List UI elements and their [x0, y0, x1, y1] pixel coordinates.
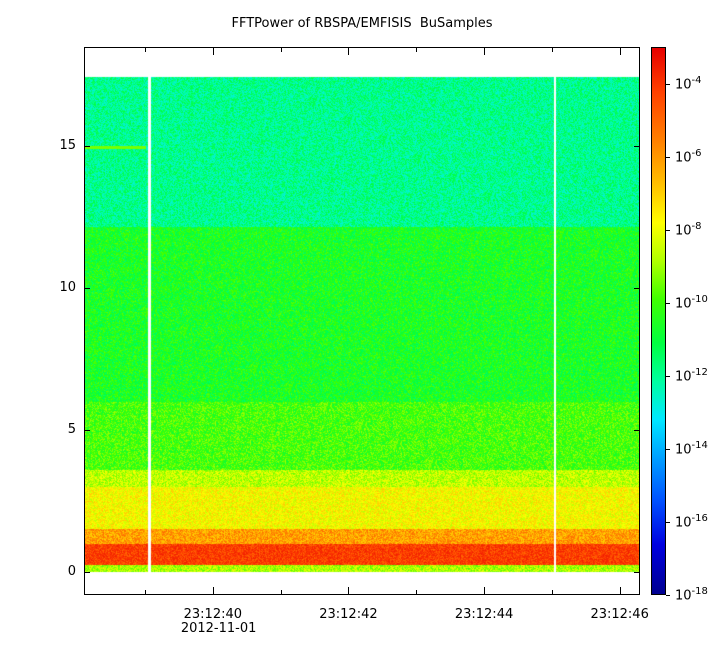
x-tick-mark [416, 590, 418, 595]
x-tick-mark [551, 47, 553, 52]
colorbar-tick-label: 10-4 [675, 74, 702, 92]
colorbar [651, 47, 666, 595]
y-tick-mark [634, 288, 640, 290]
x-tick-mark [484, 587, 486, 595]
y-tick-mark [634, 430, 640, 432]
y-tick-mark [84, 288, 90, 290]
colorbar-tick-mark [666, 229, 670, 231]
x-tick-label: 23:12:40 [183, 607, 243, 622]
y-tick-mark [84, 146, 90, 148]
x-tick-mark [280, 47, 282, 52]
y-tick-mark [84, 572, 90, 574]
x-tick-label: 23:12:42 [319, 607, 378, 622]
x-tick-mark [551, 590, 553, 595]
x-tick-mark [619, 587, 621, 595]
colorbar-tick-mark [666, 83, 670, 85]
y-tick-mark [84, 430, 90, 432]
x-tick-mark [348, 47, 350, 55]
x-tick-mark [619, 47, 621, 55]
colorbar-tick-mark [666, 595, 670, 596]
colorbar-tick-label: 10-6 [675, 147, 702, 165]
chart-title: FFTPower of RBSPA/EMFISIS BuSamples [231, 16, 493, 31]
colorbar-tick-mark [666, 521, 670, 523]
y-tick-label: 15 [59, 138, 76, 154]
y-tick-mark [634, 146, 640, 148]
colorbar-tick-label: 10-14 [675, 439, 708, 458]
x-tick-mark [348, 587, 350, 595]
x-tick-mark [416, 47, 418, 52]
x-tick-mark [145, 590, 147, 595]
colorbar-tick-label: 10-18 [675, 586, 708, 604]
x-tick-label: 23:12:46 [590, 607, 649, 622]
x-tick-mark [212, 47, 214, 55]
y-tick-label: 0 [67, 564, 76, 580]
x-tick-label: 23:12:44 [454, 607, 514, 622]
plot-area [84, 47, 640, 595]
x-tick-mark [484, 47, 486, 55]
colorbar-tick-mark [666, 302, 670, 304]
y-tick-mark [634, 572, 640, 574]
x-tick-mark [212, 587, 214, 595]
colorbar-tick-label: 10-8 [675, 220, 702, 238]
x-tick-mark [145, 47, 147, 52]
spectrogram-image [85, 48, 639, 594]
y-tick-label: 5 [67, 422, 76, 438]
colorbar-tick-label: 10-16 [675, 512, 708, 531]
y-tick-label: 10 [59, 280, 76, 296]
colorbar-tick-mark [666, 375, 670, 377]
x-axis-date-label: 2012-11-01 [180, 621, 257, 636]
colorbar-tick-label: 10-12 [675, 366, 708, 385]
x-tick-mark [280, 590, 282, 595]
colorbar-tick-mark [666, 448, 670, 450]
colorbar-tick-label: 10-10 [675, 293, 708, 312]
colorbar-tick-mark [666, 156, 670, 158]
